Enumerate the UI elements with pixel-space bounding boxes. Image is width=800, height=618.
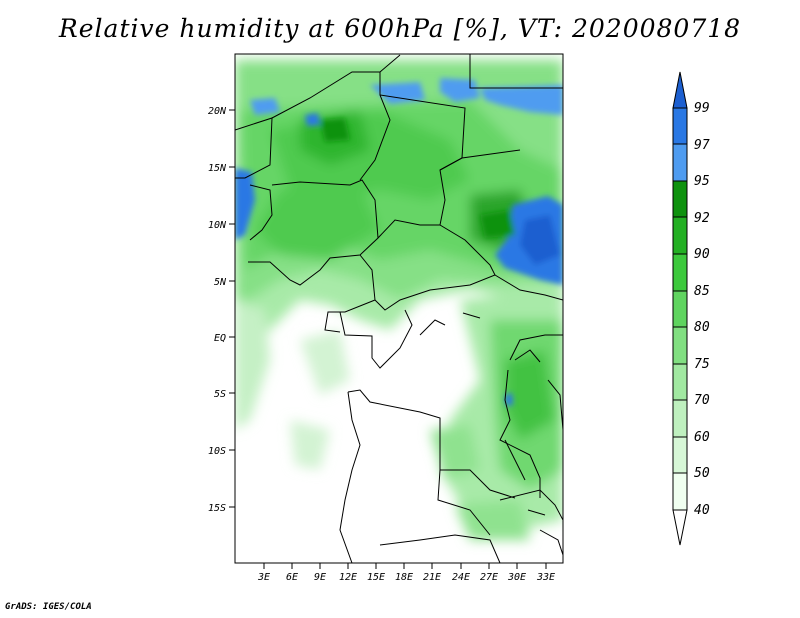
lon-label-27e: 27E xyxy=(480,572,498,583)
lat-label-15s: 15S xyxy=(208,503,226,514)
lon-label-3e: 3E xyxy=(257,572,270,583)
map-frame xyxy=(234,53,564,564)
lon-label-21e: 21E xyxy=(423,572,441,583)
colorbar-bottom-arrow xyxy=(672,509,688,546)
latitude-axis: 20N 15N 10N 5N EQ 5S 10S 15S xyxy=(208,106,235,514)
colorbar-label-90: 90 xyxy=(694,247,710,262)
humidity-field xyxy=(235,54,563,563)
grads-credit: GrADS: IGES/COLA xyxy=(5,602,92,612)
lon-label-33e: 33E xyxy=(536,572,555,583)
colorbar-seg-75-80 xyxy=(672,326,688,365)
colorbar-label-80: 80 xyxy=(694,320,710,335)
colorbar-seg-90-92 xyxy=(672,216,688,255)
colorbar-seg-40-50 xyxy=(672,472,688,511)
lon-label-6e: 6E xyxy=(286,572,298,583)
lat-label-10s: 10S xyxy=(208,446,226,457)
colorbar-label-50: 50 xyxy=(694,466,710,481)
colorbar-seg-97-99 xyxy=(672,107,688,145)
lon-label-12e: 12E xyxy=(339,572,357,583)
lat-label-5s: 5S xyxy=(214,389,226,400)
lon-label-9e: 9E xyxy=(314,572,326,583)
colorbar-label-70: 70 xyxy=(694,393,710,408)
colorbar-label-97: 97 xyxy=(694,138,710,153)
colorbar-seg-92-95 xyxy=(672,180,688,218)
lon-label-24e: 24E xyxy=(452,572,470,583)
lat-label-eq: EQ xyxy=(214,333,226,344)
lat-label-5n: 5N xyxy=(214,277,227,288)
lon-label-18e: 18E xyxy=(395,572,413,583)
colorbar-seg-60-70 xyxy=(672,399,688,438)
colorbar-label-75: 75 xyxy=(694,357,710,372)
colorbar-label-60: 60 xyxy=(694,430,710,445)
lon-label-15e: 15E xyxy=(367,572,385,583)
colorbar-seg-95-97 xyxy=(672,143,688,182)
colorbar-top-arrow xyxy=(672,71,688,109)
colorbar-seg-70-75 xyxy=(672,363,688,401)
colorbar-label-40: 40 xyxy=(694,503,710,518)
colorbar-label-92: 92 xyxy=(694,211,710,226)
lon-label-30e: 30E xyxy=(507,572,526,583)
longitude-axis: 3E 6E 9E 12E 15E 18E 21E 24E 27E 30E 33E xyxy=(257,563,555,583)
lat-label-20n: 20N xyxy=(208,106,227,117)
colorbar-seg-85-90 xyxy=(672,253,688,292)
country-boundaries xyxy=(235,54,563,563)
colorbar-label-95: 95 xyxy=(694,174,710,189)
chart-title: Relative humidity at 600hPa [%], VT: 202… xyxy=(58,14,742,43)
colorbar: 99 97 95 92 90 85 80 75 70 60 50 40 xyxy=(672,71,710,546)
colorbar-seg-50-60 xyxy=(672,436,688,474)
colorbar-seg-80-85 xyxy=(672,290,688,328)
lat-label-10n: 10N xyxy=(208,220,227,231)
colorbar-label-99: 99 xyxy=(694,101,710,116)
lat-label-15n: 15N xyxy=(208,163,227,174)
colorbar-label-85: 85 xyxy=(694,284,710,299)
